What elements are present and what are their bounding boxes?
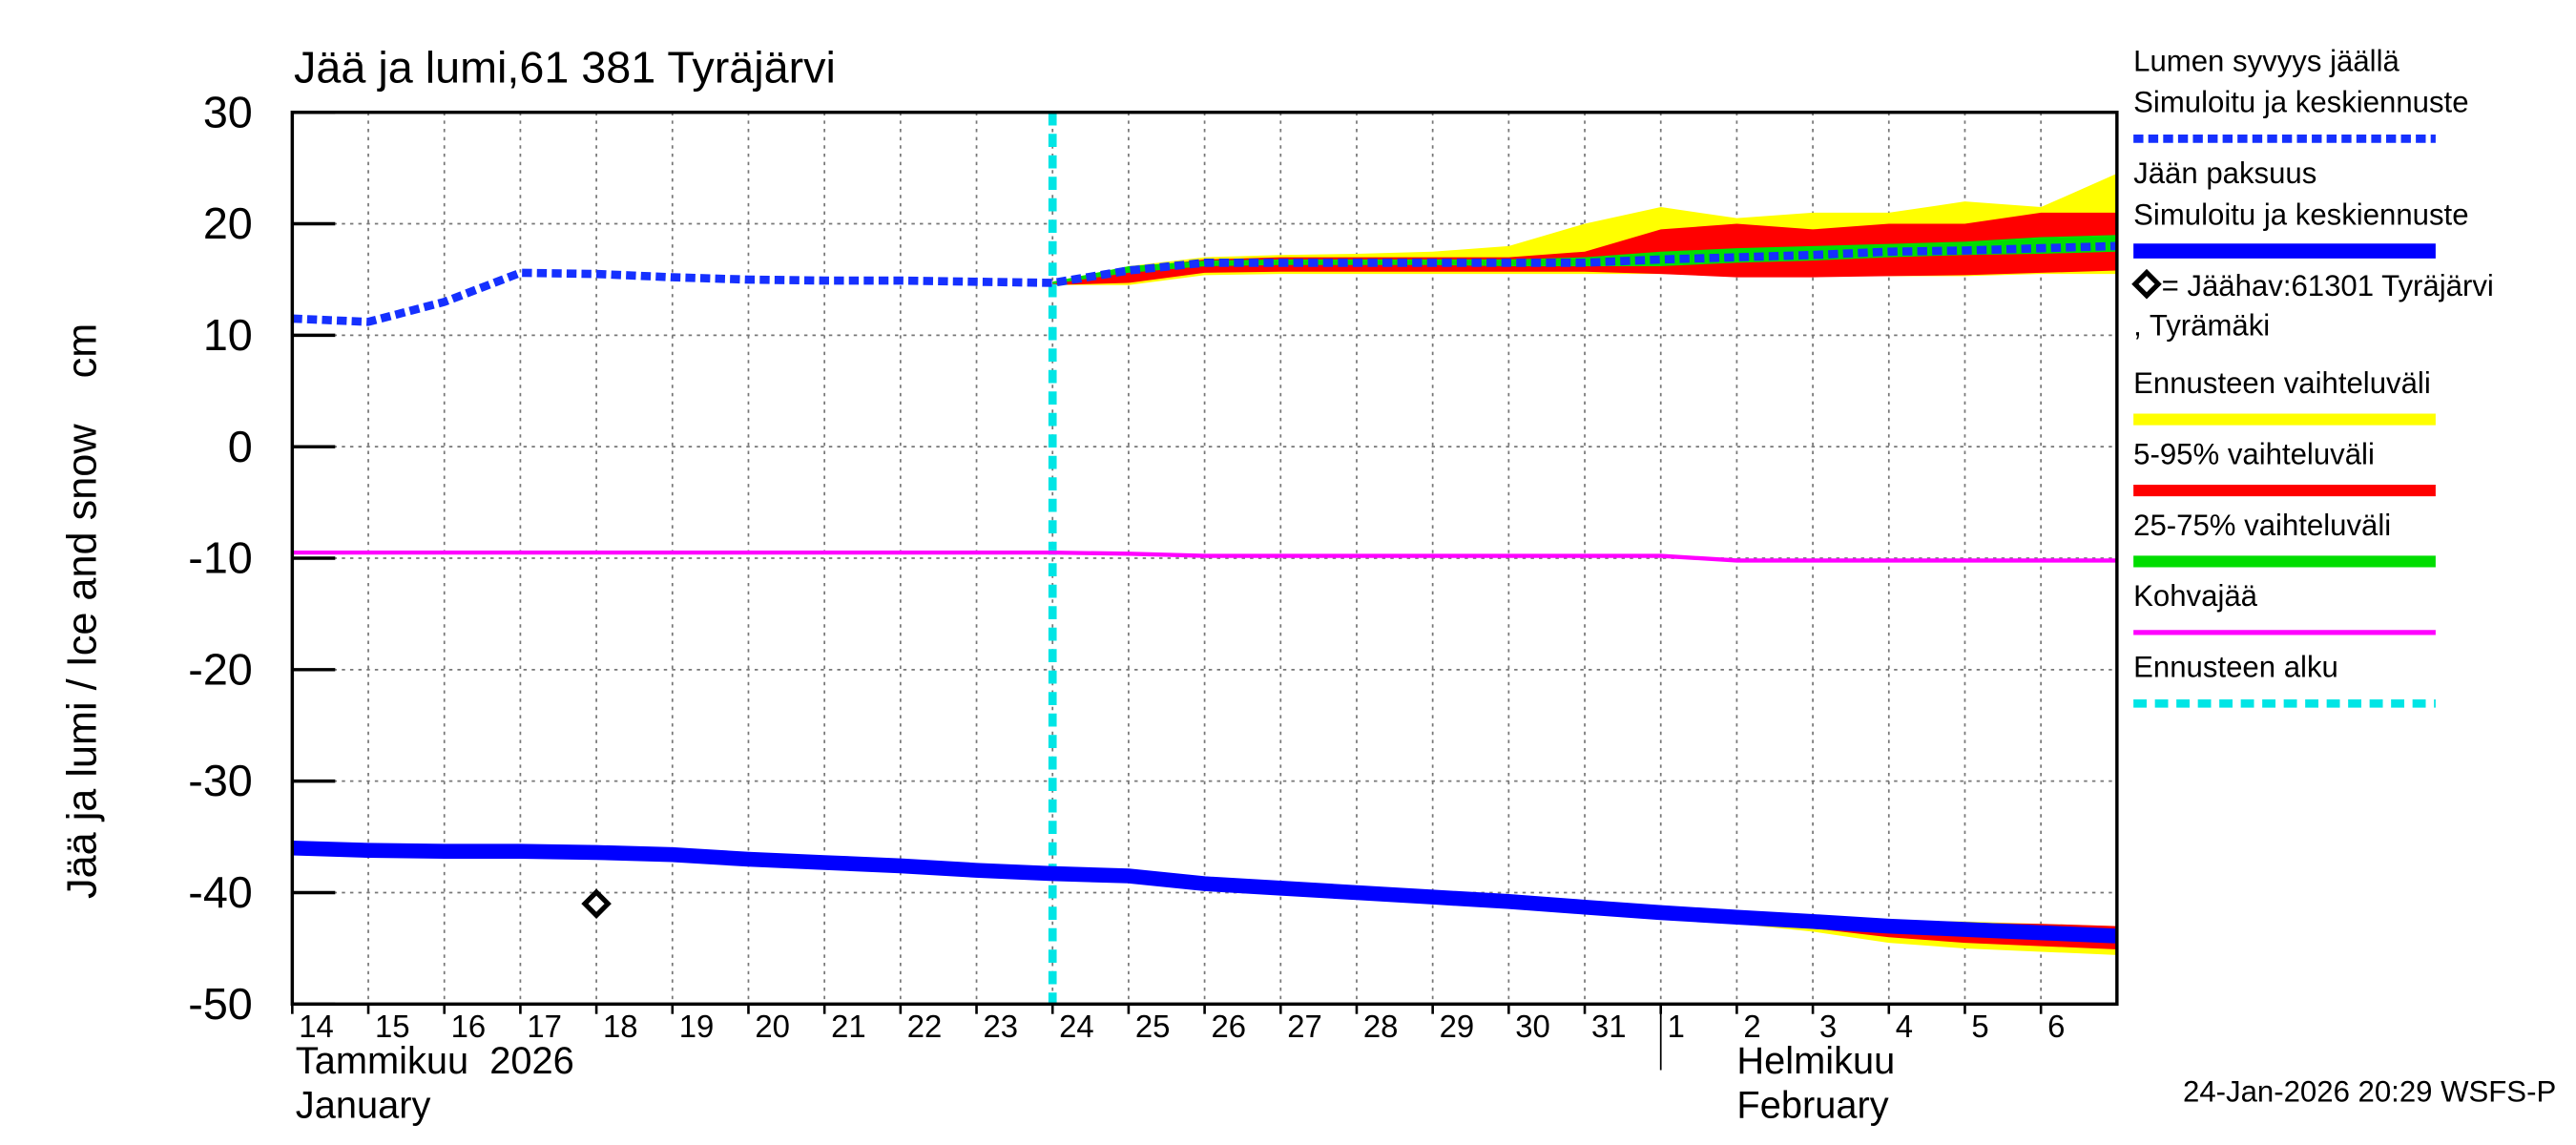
x-tick-label: 21 — [831, 1009, 866, 1044]
legend-label: 25-75% vaihteluväli — [2133, 509, 2391, 542]
series-line — [292, 241, 2117, 326]
y-tick-label: -40 — [188, 867, 253, 917]
legend-label: Ennusteen vaihteluväli — [2133, 366, 2431, 400]
x-tick-label: 26 — [1212, 1009, 1247, 1044]
x-tick-label: 29 — [1440, 1009, 1475, 1044]
y-tick-label: 20 — [203, 198, 253, 248]
series-line — [292, 550, 2117, 563]
y-tick-label: -30 — [188, 756, 253, 805]
x-tick-label: 14 — [299, 1009, 334, 1044]
series-line — [292, 840, 2118, 944]
legend-label: Simuloitu ja keskiennuste — [2133, 86, 2468, 119]
x-tick-label: 25 — [1135, 1009, 1171, 1044]
x-tick-label: 27 — [1287, 1009, 1322, 1044]
y-tick-label: -10 — [188, 533, 253, 583]
x-tick-label: 18 — [603, 1009, 638, 1044]
legend-label: , Tyrämäki — [2133, 308, 2270, 342]
legend-label: Jään paksuus — [2133, 156, 2316, 190]
legend-marker — [2131, 268, 2162, 300]
legend-label: Ennusteen alku — [2133, 651, 2338, 684]
x-tick-label: 30 — [1515, 1009, 1550, 1044]
y-tick-label: 10 — [203, 310, 253, 360]
plot-frame — [290, 110, 2119, 1007]
month-label: Helmikuu — [1736, 1040, 1895, 1082]
observation-marker — [581, 888, 612, 919]
x-tick-label: 3 — [1819, 1009, 1837, 1044]
band — [1052, 212, 2117, 285]
month-label: February — [1736, 1085, 1888, 1127]
y-tick-label: -50 — [188, 979, 253, 1029]
x-tick-label: 4 — [1896, 1009, 1913, 1044]
x-tick-label: 17 — [527, 1009, 562, 1044]
x-tick-label: 6 — [2047, 1009, 2065, 1044]
legend-label: = Jäähav:61301 Tyräjärvi — [2162, 269, 2494, 302]
y-tick-label: 30 — [203, 87, 253, 136]
chart-title: Jää ja lumi,61 381 Tyräjärvi — [294, 43, 836, 93]
x-tick-label: 2 — [1743, 1009, 1760, 1044]
x-tick-label: 28 — [1363, 1009, 1399, 1044]
legend-label: 5-95% vaihteluväli — [2133, 437, 2375, 470]
x-tick-label: 22 — [907, 1009, 943, 1044]
footer: 24-Jan-2026 20:29 WSFS-P — [2183, 1074, 2556, 1108]
y-tick-label: 0 — [228, 422, 253, 471]
x-tick-label: 5 — [1971, 1009, 1988, 1044]
x-tick-label: 31 — [1591, 1009, 1627, 1044]
x-tick-label: 23 — [983, 1009, 1018, 1044]
y-tick-label: -20 — [188, 644, 253, 694]
x-tick-label: 1 — [1668, 1009, 1685, 1044]
month-label: Tammikuu 2026 — [296, 1040, 574, 1082]
legend-label: Simuloitu ja keskiennuste — [2133, 198, 2468, 231]
legend: Lumen syvyys jäällä Simuloitu ja keskienn… — [2131, 44, 2494, 708]
band — [1052, 873, 2117, 955]
x-tick-label: 24 — [1059, 1009, 1094, 1044]
month-label: January — [296, 1085, 431, 1127]
legend-label: Kohvajää — [2133, 579, 2258, 613]
x-tick-label: 15 — [375, 1009, 410, 1044]
y-axis-label: Jää ja lumi / Ice and snow cm — [59, 323, 105, 899]
legend-label: Lumen syvyys jäällä — [2133, 44, 2399, 77]
x-tick-label: 20 — [755, 1009, 790, 1044]
x-tick-label: 19 — [679, 1009, 715, 1044]
x-tick-label: 16 — [451, 1009, 487, 1044]
